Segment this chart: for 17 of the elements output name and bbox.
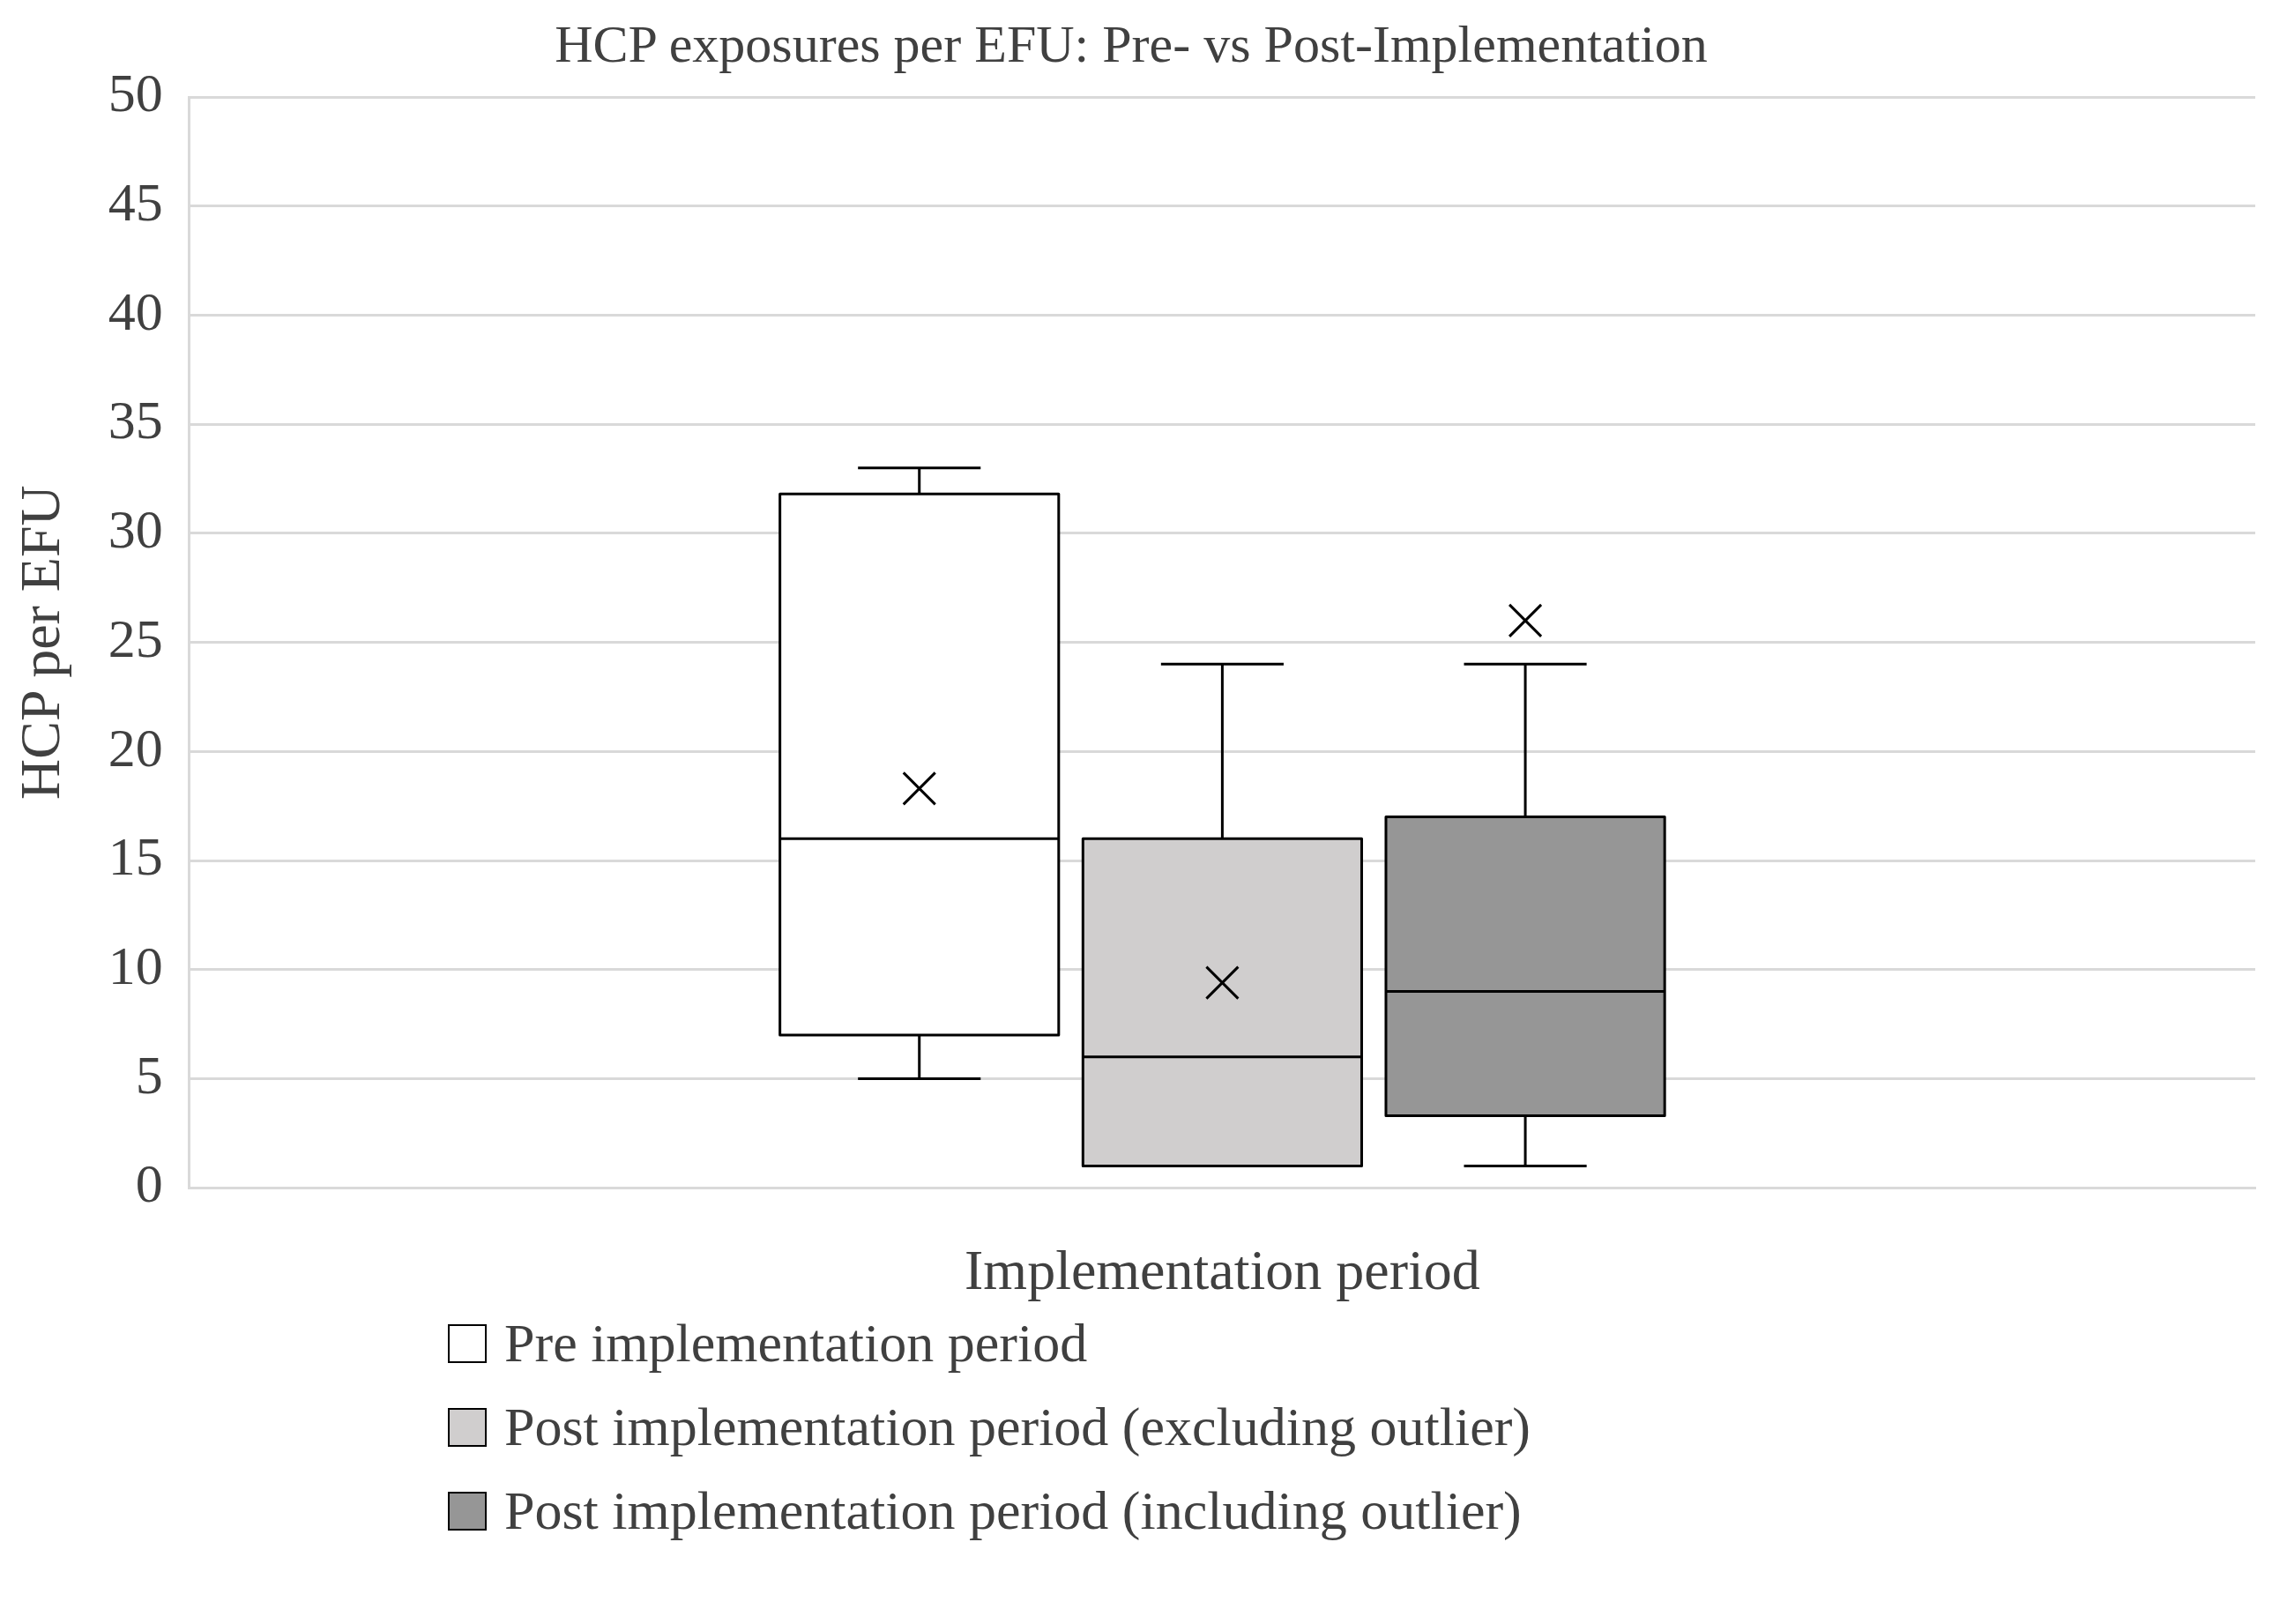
y-tick-label: 30 bbox=[108, 499, 163, 560]
y-tick-label: 25 bbox=[108, 607, 163, 668]
y-tick-label: 50 bbox=[108, 63, 163, 123]
y-tick-label: 0 bbox=[135, 1153, 163, 1214]
y-axis-title: HCP per EFU bbox=[9, 485, 72, 800]
legend-label: Post implementation period (including outlier) bbox=[504, 1479, 1522, 1542]
legend-label: Post implementation period (excluding outlier) bbox=[504, 1396, 1531, 1458]
chart-title: HCP exposures per EFU: Pre- vs Post-Implementation bbox=[555, 14, 1708, 73]
x-axis-title: Implementation period bbox=[965, 1239, 1480, 1302]
y-tick-label: 40 bbox=[108, 280, 163, 341]
y-tick-label: 5 bbox=[135, 1044, 163, 1105]
y-tick-label: 20 bbox=[108, 717, 163, 778]
y-tick-label: 45 bbox=[108, 172, 163, 232]
y-tick-label: 35 bbox=[108, 390, 163, 451]
y-tick-label: 15 bbox=[108, 826, 163, 887]
legend-label: Pre implementation period bbox=[504, 1312, 1088, 1374]
y-tick-label: 10 bbox=[108, 935, 163, 996]
